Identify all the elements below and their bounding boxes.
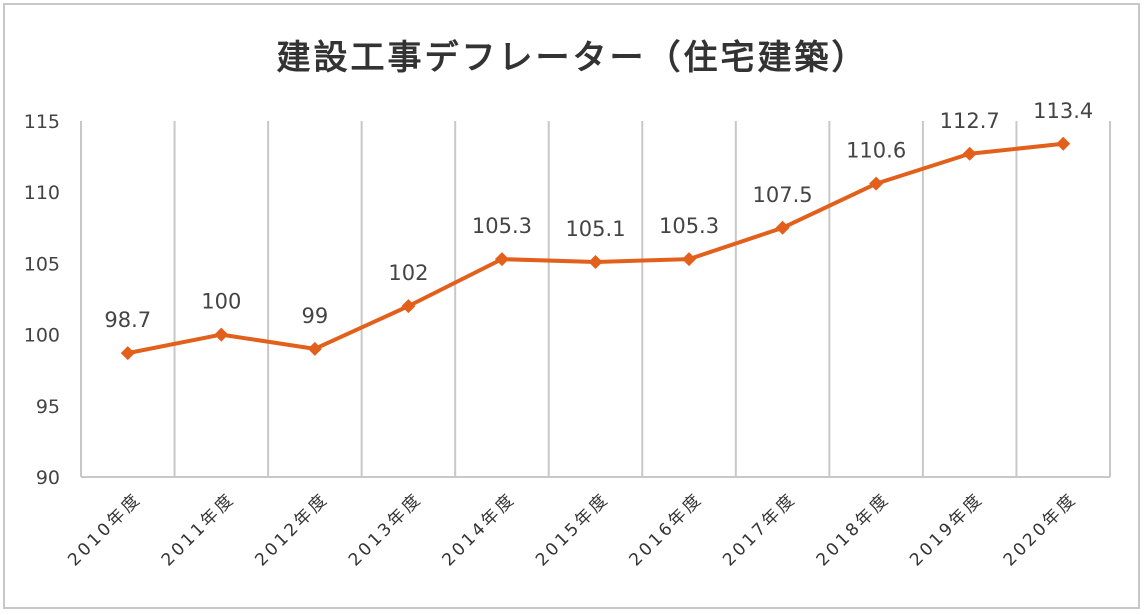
data-label: 112.7 xyxy=(940,109,1000,133)
data-point-marker xyxy=(120,346,135,361)
data-point-marker xyxy=(307,341,322,356)
y-tick-label: 110 xyxy=(24,182,60,204)
data-point-marker xyxy=(962,146,977,161)
x-tick-label: 2013年度 xyxy=(345,489,427,571)
data-point-marker xyxy=(214,327,229,342)
data-label: 100 xyxy=(201,290,241,314)
data-label: 110.6 xyxy=(846,139,906,163)
x-tick-label: 2018年度 xyxy=(813,489,895,571)
data-point-marker xyxy=(682,252,697,267)
data-point-marker xyxy=(869,176,884,191)
y-tick-label: 115 xyxy=(24,111,60,133)
y-tick-label: 105 xyxy=(24,253,60,275)
x-tick-label: 2010年度 xyxy=(64,489,146,571)
data-label: 105.1 xyxy=(565,217,625,241)
chart-frame xyxy=(3,3,1140,609)
x-tick-label: 2016年度 xyxy=(626,489,708,571)
x-tick-label: 2014年度 xyxy=(438,489,520,571)
x-tick-label: 2012年度 xyxy=(251,489,333,571)
data-point-marker xyxy=(588,254,603,269)
data-label: 102 xyxy=(388,261,428,285)
data-label: 105.3 xyxy=(659,214,719,238)
x-tick-label: 2015年度 xyxy=(532,489,614,571)
data-label: 107.5 xyxy=(753,183,813,207)
data-point-marker xyxy=(401,299,416,314)
x-tick-label: 2017年度 xyxy=(719,489,801,571)
y-tick-label: 95 xyxy=(36,396,60,418)
y-tick-label: 90 xyxy=(36,467,60,489)
x-tick-label: 2011年度 xyxy=(158,489,240,571)
data-point-marker xyxy=(1056,136,1071,151)
data-label: 113.4 xyxy=(1033,99,1093,123)
data-label: 98.7 xyxy=(104,308,151,332)
x-tick-label: 2019年度 xyxy=(906,489,988,571)
y-tick-label: 100 xyxy=(24,325,60,347)
data-point-marker xyxy=(775,220,790,235)
x-tick-label: 2020年度 xyxy=(1000,489,1082,571)
data-label: 99 xyxy=(301,304,328,328)
data-point-marker xyxy=(494,252,509,267)
data-label: 105.3 xyxy=(472,214,532,238)
chart-title: 建設工事デフレーター（住宅建築） xyxy=(276,38,869,78)
